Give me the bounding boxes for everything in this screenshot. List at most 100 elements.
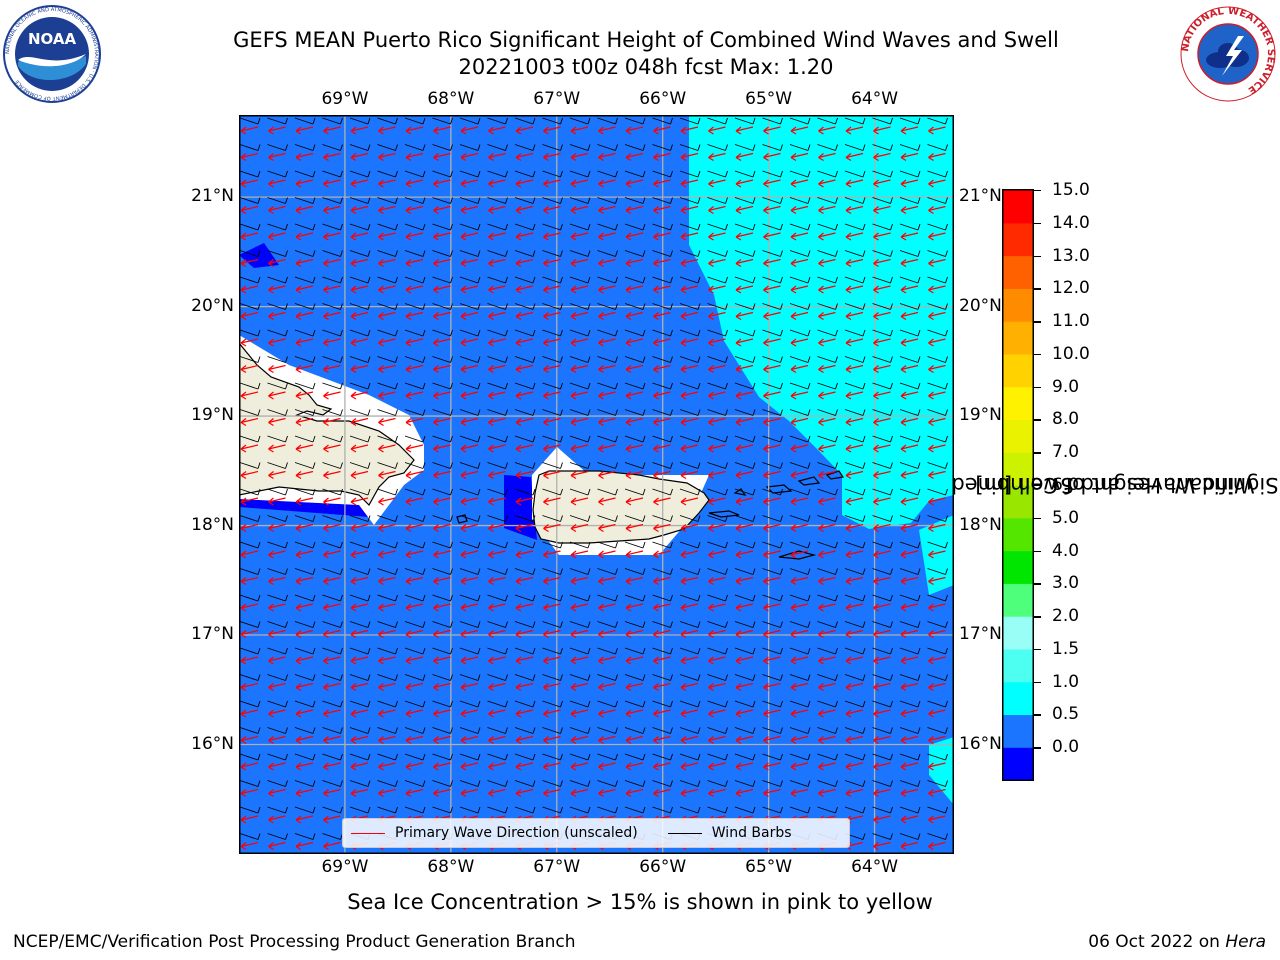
- wind-barb: [294, 144, 316, 151]
- wind-barb: [817, 647, 838, 655]
- wave-direction-arrow: [845, 364, 864, 374]
- wave-direction-arrow: [323, 232, 341, 241]
- wave-direction-arrow: [680, 364, 699, 374]
- wind-barb: [569, 568, 591, 575]
- wind-barb: [377, 356, 398, 363]
- wave-direction-arrow: [873, 205, 891, 215]
- wind-barb: [789, 541, 811, 549]
- wave-direction-arrow: [405, 497, 424, 506]
- wave-direction-arrow: [268, 709, 286, 718]
- wave-direction-arrow: [570, 682, 589, 692]
- wind-barb: [597, 303, 618, 310]
- wave-direction-arrow: [763, 656, 781, 665]
- wind-barb: [789, 223, 811, 231]
- wave-direction-arrow: [350, 179, 369, 188]
- svg-text:NOAA: NOAA: [28, 30, 77, 48]
- wind-barb: [514, 435, 536, 443]
- wave-direction-arrow: [323, 152, 341, 162]
- wave-direction-arrow: [240, 232, 259, 241]
- wind-barb: [267, 700, 288, 708]
- wind-barb: [707, 753, 728, 761]
- colorbar-tick-label: 15.0: [1052, 180, 1090, 200]
- wave-direction-arrow: [515, 576, 534, 586]
- wave-direction-arrow: [598, 338, 616, 347]
- wind-barb: [597, 462, 618, 469]
- wind-barb: [872, 117, 893, 125]
- wind-barb: [927, 303, 948, 310]
- wind-barb: [707, 806, 728, 814]
- wave-direction-arrow: [350, 603, 369, 612]
- wind-barb: [322, 541, 343, 549]
- wind-barb: [294, 223, 316, 231]
- wave-direction-arrow: [378, 391, 396, 400]
- wave-direction-arrow: [680, 338, 699, 347]
- wind-barb: [844, 515, 866, 522]
- wind-barb: [707, 700, 728, 708]
- colorbar-band: [1003, 386, 1033, 421]
- wave-direction-arrow: [818, 391, 836, 400]
- wind-barb: [734, 780, 756, 787]
- wind-barb: [817, 780, 838, 787]
- wave-direction-arrow: [240, 152, 259, 162]
- wind-barb: [569, 250, 591, 257]
- wind-barb: [624, 170, 646, 178]
- wind-barb: [872, 144, 893, 151]
- wind-barb: [239, 700, 261, 708]
- wind-barb: [514, 329, 536, 337]
- wave-direction-arrow: [928, 709, 946, 718]
- wave-direction-arrow: [488, 603, 506, 612]
- wind-barb: [514, 409, 536, 416]
- wind-barb: [652, 250, 673, 257]
- wind-barb: [817, 806, 838, 814]
- wind-barb: [459, 727, 481, 734]
- wind-barb: [899, 753, 921, 761]
- wave-direction-arrow: [928, 126, 946, 135]
- wind-barb: [487, 515, 508, 522]
- wind-barb: [322, 170, 343, 178]
- wave-direction-arrow: [845, 788, 864, 798]
- wind-barb: [872, 568, 893, 575]
- wave-direction-arrow: [928, 550, 946, 559]
- wave-direction-arrow: [735, 417, 754, 427]
- wind-barb: [294, 329, 316, 337]
- wave-direction-arrow: [295, 550, 314, 559]
- wind-barb: [294, 303, 316, 310]
- wave-direction-arrow: [543, 179, 561, 188]
- wave-direction-arrow: [763, 629, 781, 639]
- wave-direction-arrow: [543, 656, 561, 665]
- wind-barb: [459, 144, 481, 151]
- wave-direction-arrow: [405, 311, 424, 321]
- wave-direction-arrow: [818, 497, 836, 506]
- wind-barb: [349, 647, 371, 655]
- wave-direction-arrow: [928, 417, 946, 427]
- wave-direction-arrow: [653, 126, 671, 135]
- wind-barb: [432, 462, 453, 469]
- wind-barb: [624, 303, 646, 310]
- wind-barb: [624, 329, 646, 337]
- wave-direction-arrow: [240, 470, 259, 480]
- wave-height-cyan-patch-south: [929, 737, 954, 805]
- wind-barb: [267, 250, 288, 257]
- wave-direction-arrow: [598, 550, 616, 559]
- wind-barb: [844, 356, 866, 363]
- colorbar-tick-label: 9.0: [1052, 376, 1080, 397]
- wind-barb: [322, 382, 343, 390]
- wave-direction-arrow: [433, 709, 451, 718]
- wave-direction-arrow: [790, 470, 809, 480]
- wind-barb: [707, 621, 728, 628]
- wind-barb: [569, 780, 591, 787]
- wind-barb: [707, 329, 728, 337]
- wave-direction-arrow: [818, 364, 836, 374]
- wave-direction-arrow: [900, 417, 919, 427]
- wind-barb: [542, 727, 563, 734]
- wave-direction-arrow: [763, 788, 781, 798]
- wave-direction-arrow: [488, 682, 506, 692]
- wave-direction-arrow: [625, 311, 644, 321]
- wind-barb: [597, 621, 618, 628]
- wind-barb: [542, 806, 563, 814]
- wave-direction-arrow: [240, 576, 259, 586]
- wave-direction-arrow: [460, 550, 479, 559]
- wave-direction-arrow: [790, 232, 809, 241]
- wave-direction-arrow: [625, 338, 644, 347]
- wave-direction-arrow: [680, 417, 699, 427]
